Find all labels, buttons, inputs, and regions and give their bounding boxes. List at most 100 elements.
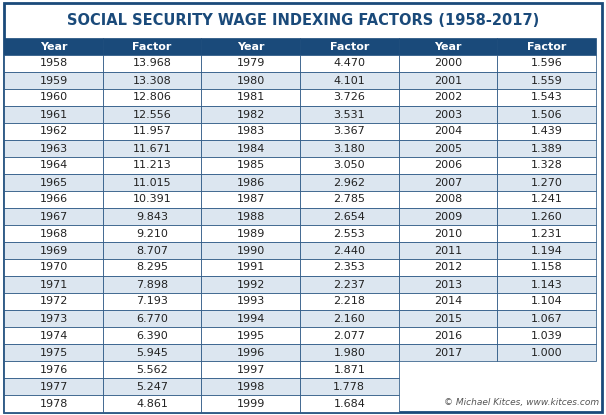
FancyBboxPatch shape (103, 293, 201, 310)
Text: 1998: 1998 (236, 381, 265, 391)
FancyBboxPatch shape (300, 378, 399, 395)
Text: 11.671: 11.671 (133, 144, 171, 154)
Text: 1978: 1978 (39, 398, 68, 408)
Text: 2.218: 2.218 (333, 296, 365, 307)
FancyBboxPatch shape (103, 157, 201, 174)
Text: 2002: 2002 (434, 93, 462, 103)
FancyBboxPatch shape (399, 327, 497, 344)
Text: 3.180: 3.180 (333, 144, 365, 154)
FancyBboxPatch shape (103, 242, 201, 259)
FancyBboxPatch shape (103, 310, 201, 327)
FancyBboxPatch shape (103, 38, 201, 55)
FancyBboxPatch shape (201, 361, 300, 378)
Text: Factor: Factor (330, 42, 369, 51)
Text: 1.980: 1.980 (333, 347, 365, 357)
Text: 3.531: 3.531 (333, 110, 365, 120)
Text: Year: Year (40, 42, 67, 51)
FancyBboxPatch shape (4, 38, 103, 55)
Text: 1.684: 1.684 (333, 398, 365, 408)
FancyBboxPatch shape (300, 140, 399, 157)
Text: 1972: 1972 (39, 296, 68, 307)
Text: 1.039: 1.039 (531, 330, 562, 340)
Text: 11.957: 11.957 (133, 127, 171, 137)
FancyBboxPatch shape (497, 140, 596, 157)
FancyBboxPatch shape (399, 310, 497, 327)
FancyBboxPatch shape (103, 191, 201, 208)
FancyBboxPatch shape (4, 395, 103, 412)
FancyBboxPatch shape (201, 327, 300, 344)
Text: 2007: 2007 (434, 178, 462, 188)
Text: 6.770: 6.770 (136, 313, 168, 324)
FancyBboxPatch shape (201, 378, 300, 395)
FancyBboxPatch shape (497, 72, 596, 89)
FancyBboxPatch shape (4, 361, 103, 378)
Text: 4.470: 4.470 (333, 59, 365, 68)
FancyBboxPatch shape (300, 72, 399, 89)
FancyBboxPatch shape (201, 293, 300, 310)
FancyBboxPatch shape (4, 89, 103, 106)
FancyBboxPatch shape (103, 225, 201, 242)
Text: 2013: 2013 (434, 279, 462, 290)
Text: 1959: 1959 (39, 76, 68, 85)
FancyBboxPatch shape (201, 174, 300, 191)
Text: 1990: 1990 (236, 246, 265, 256)
Text: 1.270: 1.270 (530, 178, 562, 188)
Text: Year: Year (434, 42, 462, 51)
FancyBboxPatch shape (300, 276, 399, 293)
Text: 1999: 1999 (236, 398, 265, 408)
FancyBboxPatch shape (4, 225, 103, 242)
Text: 2015: 2015 (434, 313, 462, 324)
Text: 1969: 1969 (39, 246, 68, 256)
FancyBboxPatch shape (103, 89, 201, 106)
Text: 1.778: 1.778 (333, 381, 365, 391)
FancyBboxPatch shape (399, 174, 497, 191)
Text: 2003: 2003 (434, 110, 462, 120)
FancyBboxPatch shape (497, 89, 596, 106)
FancyBboxPatch shape (300, 242, 399, 259)
Text: 1.158: 1.158 (531, 263, 562, 273)
FancyBboxPatch shape (103, 55, 201, 72)
FancyBboxPatch shape (399, 208, 497, 225)
Text: 11.015: 11.015 (133, 178, 171, 188)
Text: 2009: 2009 (434, 212, 462, 222)
Text: 2016: 2016 (434, 330, 462, 340)
Text: 5.562: 5.562 (136, 364, 168, 374)
Text: 1996: 1996 (236, 347, 265, 357)
Text: 12.806: 12.806 (133, 93, 171, 103)
Text: 3.367: 3.367 (333, 127, 365, 137)
Text: 2017: 2017 (434, 347, 462, 357)
FancyBboxPatch shape (399, 225, 497, 242)
Text: 8.707: 8.707 (136, 246, 168, 256)
FancyBboxPatch shape (497, 293, 596, 310)
Text: 3.050: 3.050 (333, 161, 365, 171)
Text: 2.237: 2.237 (333, 279, 365, 290)
Text: 2010: 2010 (434, 229, 462, 239)
Text: 11.213: 11.213 (133, 161, 171, 171)
FancyBboxPatch shape (497, 276, 596, 293)
FancyBboxPatch shape (4, 191, 103, 208)
FancyBboxPatch shape (497, 106, 596, 123)
FancyBboxPatch shape (4, 106, 103, 123)
FancyBboxPatch shape (103, 259, 201, 276)
Text: 1981: 1981 (236, 93, 265, 103)
Text: 1.439: 1.439 (530, 127, 562, 137)
FancyBboxPatch shape (300, 293, 399, 310)
Text: 1.000: 1.000 (531, 347, 562, 357)
FancyBboxPatch shape (201, 157, 300, 174)
Text: 10.391: 10.391 (133, 195, 171, 205)
Text: 2.553: 2.553 (333, 229, 365, 239)
Text: 2004: 2004 (434, 127, 462, 137)
FancyBboxPatch shape (201, 191, 300, 208)
FancyBboxPatch shape (103, 140, 201, 157)
FancyBboxPatch shape (300, 344, 399, 361)
FancyBboxPatch shape (399, 123, 497, 140)
FancyBboxPatch shape (4, 327, 103, 344)
FancyBboxPatch shape (497, 38, 596, 55)
Text: 1968: 1968 (39, 229, 68, 239)
FancyBboxPatch shape (103, 123, 201, 140)
Text: 1.241: 1.241 (530, 195, 562, 205)
Text: 1967: 1967 (39, 212, 68, 222)
FancyBboxPatch shape (4, 157, 103, 174)
Text: Factor: Factor (527, 42, 566, 51)
Text: 1976: 1976 (39, 364, 68, 374)
